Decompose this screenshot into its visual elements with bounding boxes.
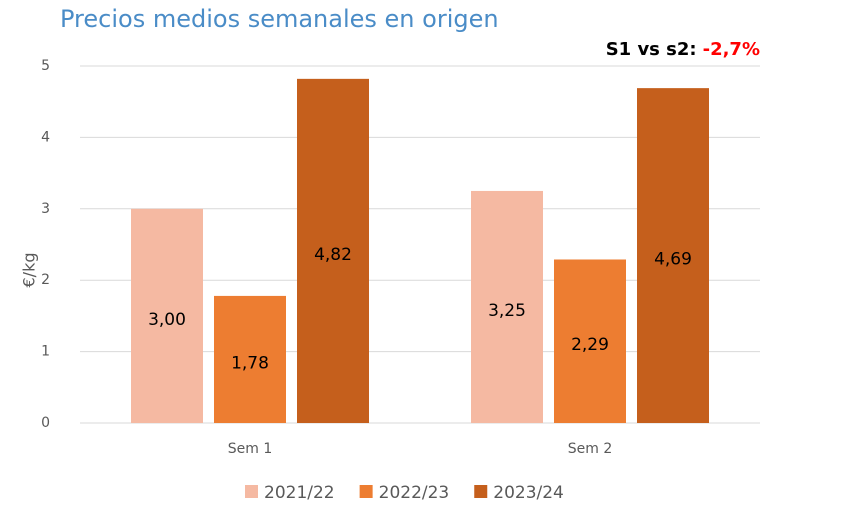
bar [131, 208, 203, 423]
y-tick-label: 1 [41, 344, 50, 360]
legend-swatch [359, 485, 373, 498]
value-label: 3,25 [488, 301, 526, 321]
bar [214, 295, 286, 423]
bar [554, 259, 626, 423]
y-tick-label: 5 [41, 58, 50, 74]
bar [637, 88, 709, 423]
y-tick-label: 2 [41, 272, 50, 288]
x-tick-label: Sem 1 [228, 441, 273, 457]
y-tick-label: 0 [41, 415, 50, 431]
bar [297, 78, 369, 424]
legend-label: 2023/24 [493, 483, 564, 503]
annotation-text: S1 vs s2: [606, 39, 697, 60]
legend-label: 2022/23 [379, 483, 450, 503]
legend-label: 2021/22 [264, 483, 335, 503]
value-label: 2,29 [571, 335, 609, 355]
chart-title: Precios medios semanales en origen [60, 5, 499, 33]
y-tick-label: 4 [41, 129, 50, 145]
legend-swatch [245, 485, 258, 498]
y-axis-label: €/kg [20, 253, 39, 288]
value-label: 4,69 [654, 250, 692, 270]
value-label: 1,78 [231, 353, 269, 373]
y-tick-label: 3 [41, 201, 50, 217]
bar [471, 190, 543, 423]
legend-swatch [474, 485, 488, 498]
annotation: S1 vs s2: -2,7% [606, 39, 760, 60]
value-label: 3,00 [148, 310, 186, 330]
x-tick-label: Sem 2 [568, 441, 613, 457]
value-label: 4,82 [314, 245, 352, 265]
annotation-highlight: -2,7% [703, 39, 760, 60]
